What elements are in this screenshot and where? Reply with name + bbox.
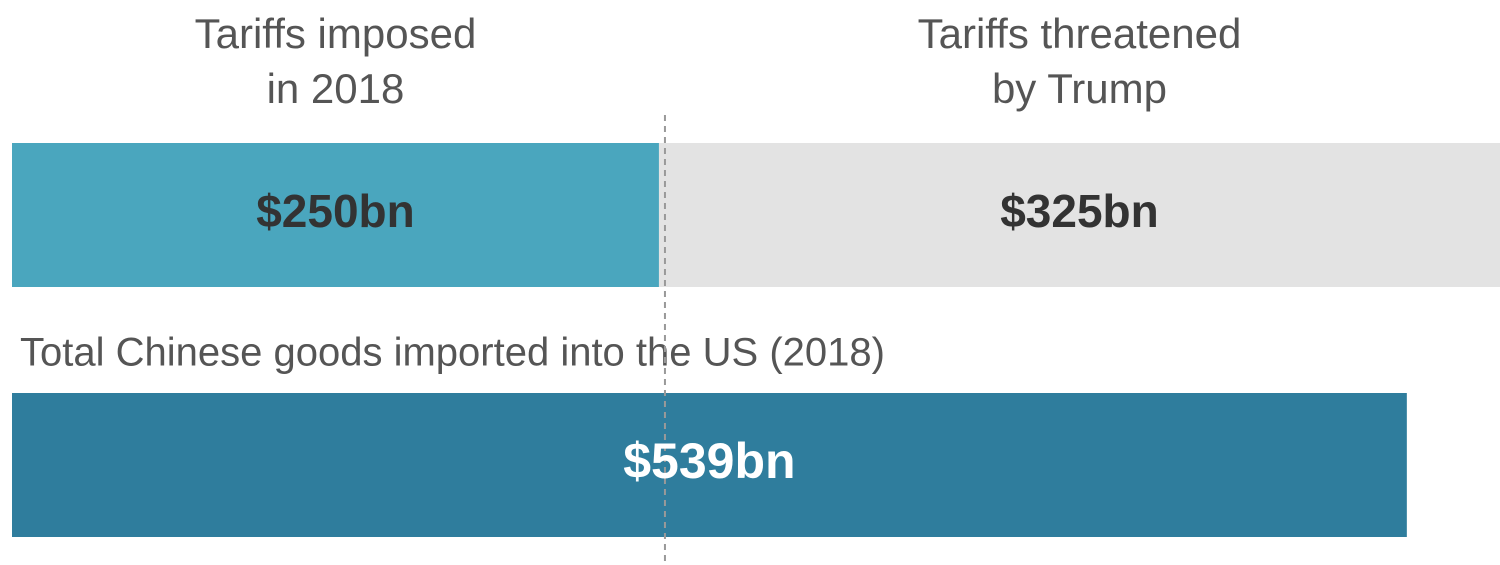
- value-label: $250bn: [256, 185, 415, 237]
- segment-header: by Trump: [992, 65, 1167, 112]
- bar-segment: [658, 143, 1500, 287]
- value-label: $325bn: [1000, 185, 1159, 237]
- total-label: Total Chinese goods imported into the US…: [20, 331, 885, 375]
- segment-header: Tariffs imposed: [195, 10, 477, 57]
- segment-header: in 2018: [267, 65, 405, 112]
- bar-segment: [12, 143, 659, 287]
- value-label: $539bn: [623, 433, 795, 489]
- total-bar: [12, 393, 1407, 537]
- segment-header: Tariffs threatened: [918, 10, 1242, 57]
